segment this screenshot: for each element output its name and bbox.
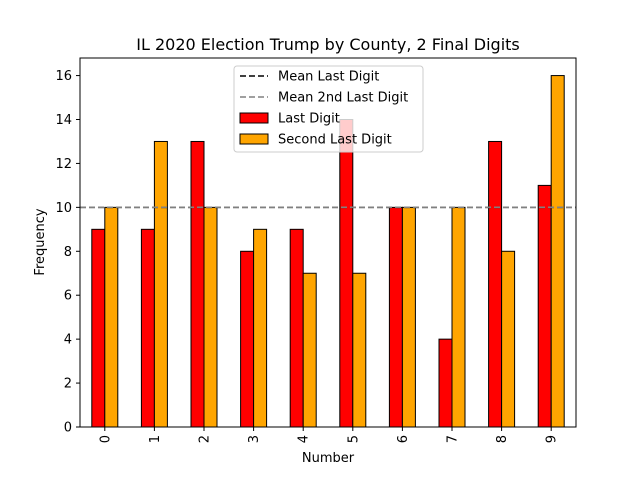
y-axis: 0 2 4 6 8 10 12 14 16 bbox=[55, 69, 80, 436]
y-tick-label: 6 bbox=[64, 289, 72, 304]
x-axis-label: Number bbox=[302, 451, 355, 466]
y-tick-label: 2 bbox=[64, 377, 72, 392]
legend-label-last-digit: Last Digit bbox=[278, 112, 340, 127]
bar-second-last-digit-5 bbox=[352, 272, 367, 428]
y-tick-label: 12 bbox=[55, 157, 72, 172]
bar-last-digit-7 bbox=[438, 338, 453, 428]
legend-swatch-second-last-digit bbox=[239, 133, 269, 145]
x-tick-label: 8 bbox=[495, 435, 510, 443]
legend-box bbox=[233, 65, 424, 153]
x-tick-label: 5 bbox=[346, 435, 361, 443]
x-tick-label: 4 bbox=[297, 435, 312, 443]
bar-last-digit-0 bbox=[91, 228, 106, 428]
y-tick-label: 4 bbox=[64, 333, 72, 348]
y-axis-label: Frequency bbox=[33, 208, 48, 275]
y-tick-label: 8 bbox=[64, 245, 72, 260]
bar-last-digit-2 bbox=[190, 140, 205, 428]
legend-swatch-last-digit bbox=[239, 112, 269, 124]
x-tick-label: 1 bbox=[148, 435, 163, 443]
bar-last-digit-4 bbox=[289, 228, 304, 428]
y-tick-label: 0 bbox=[64, 421, 72, 436]
bar-second-last-digit-2 bbox=[203, 206, 218, 428]
bar-second-last-digit-9 bbox=[550, 75, 565, 428]
bar-second-last-digit-3 bbox=[253, 228, 268, 428]
bar-second-last-digit-0 bbox=[104, 206, 119, 428]
bar-second-last-digit-8 bbox=[501, 250, 516, 428]
legend-label-mean-last-digit: Mean Last Digit bbox=[278, 70, 379, 85]
plot-frame bbox=[79, 57, 577, 428]
legend-label-second-last-digit: Second Last Digit bbox=[278, 133, 392, 148]
x-tick-label: 9 bbox=[545, 435, 560, 443]
x-tick-label: 2 bbox=[198, 435, 213, 443]
y-tick-label: 14 bbox=[55, 113, 72, 128]
bar-second-last-digit-6 bbox=[401, 206, 416, 428]
legend-label-mean-2nd-last-digit: Mean 2nd Last Digit bbox=[278, 91, 408, 106]
chart-title: IL 2020 Election Trump by County, 2 Fina… bbox=[136, 35, 520, 54]
x-tick-label: 3 bbox=[247, 435, 262, 443]
bar-second-last-digit-1 bbox=[153, 140, 168, 428]
bar-second-last-digit-7 bbox=[451, 206, 466, 428]
legend: Mean Last Digit Mean 2nd Last Digit Last D… bbox=[233, 65, 424, 153]
bar-last-digit-6 bbox=[388, 206, 403, 428]
bar-last-digit-9 bbox=[537, 184, 552, 428]
x-tick-label: 0 bbox=[98, 435, 113, 443]
bar-last-digit-5 bbox=[339, 119, 354, 428]
y-tick-label: 10 bbox=[55, 201, 72, 216]
y-tick-label: 16 bbox=[55, 69, 72, 84]
bar-last-digit-8 bbox=[488, 140, 503, 428]
bar-last-digit-3 bbox=[240, 250, 255, 428]
x-tick-label: 7 bbox=[446, 435, 461, 443]
x-axis: 0 1 2 3 4 5 6 7 8 9 bbox=[98, 427, 560, 443]
bar-last-digit-1 bbox=[140, 228, 155, 428]
bar-second-last-digit-4 bbox=[302, 272, 317, 428]
x-tick-label: 6 bbox=[396, 435, 411, 443]
